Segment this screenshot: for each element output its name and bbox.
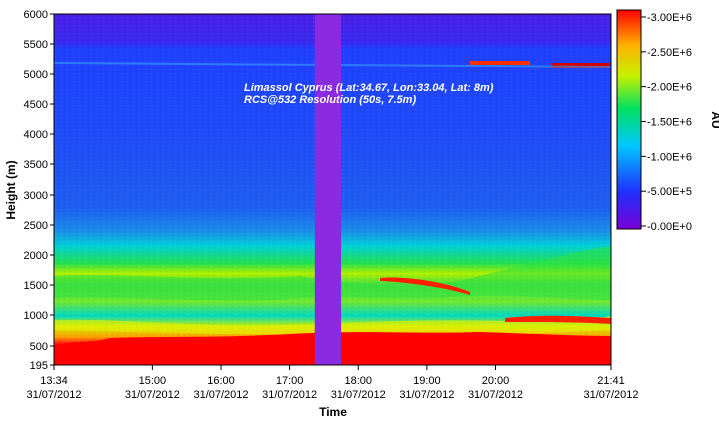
x-tick-time: 17:00 — [276, 375, 304, 387]
annotation-resolution: RCS@532 Resolution (50s, 7.5m) — [244, 94, 416, 106]
x-tick-time: 15:00 — [139, 375, 167, 387]
x-tick-time: 18:00 — [344, 375, 372, 387]
y-tick-label: 500 — [30, 341, 48, 353]
colorbar-tick-label: -0.00E+0 — [647, 221, 692, 233]
cloud-streak-2 — [552, 63, 610, 68]
y-tick-label: 4500 — [24, 99, 48, 111]
y-tick-label: 1000 — [24, 310, 48, 322]
y-tick-label: 5500 — [24, 39, 48, 51]
x-tick-date: 31/07/2012 — [468, 389, 523, 401]
colorbar-tick-label: -5.00E+5 — [647, 186, 692, 198]
x-tick-date: 31/07/2012 — [125, 389, 180, 401]
plot-frame — [53, 13, 612, 366]
x-axis-title: Time — [319, 405, 347, 419]
x-axis: 13:34 31/07/2012 15:00 31/07/2012 16:00 31/07… — [26, 365, 639, 401]
y-tick-label: 2500 — [24, 220, 48, 232]
y-tick-label: 3000 — [24, 190, 48, 202]
x-tick-time: 19:00 — [413, 375, 441, 387]
x-tick-date: 31/07/2012 — [399, 389, 454, 401]
y-tick-label: 2000 — [24, 250, 48, 262]
colorbar-tick-label: -3.00E+6 — [647, 12, 692, 24]
red-streak-2 — [505, 315, 611, 324]
y-axis-title: Height (m) — [4, 160, 18, 219]
colorbar-gradient — [616, 9, 642, 230]
x-tick-time: 16:00 — [207, 375, 235, 387]
colorbar: -3.00E+6 -2.50E+6 -2.00E+6 -1.50E+6 -1.00E+6… — [616, 9, 719, 233]
x-tick-date: 31/07/2012 — [583, 389, 638, 401]
y-tick-label: 6000 — [24, 9, 48, 21]
annotation-location: Limassol Cyprus (Lat:34.67, Lon:33.04, L… — [244, 82, 494, 94]
x-tick-date: 31/07/2012 — [331, 389, 386, 401]
aerosol-band — [54, 246, 611, 301]
colorbar-tick-label: -2.00E+6 — [647, 82, 692, 94]
y-tick-label: 3500 — [24, 159, 48, 171]
x-tick-date: 31/07/2012 — [193, 389, 248, 401]
y-tick-label: 195 — [30, 360, 48, 372]
y-tick-label: 4000 — [24, 129, 48, 141]
x-tick-time: 21:41 — [597, 375, 625, 387]
x-tick-time: 13:34 — [40, 375, 68, 387]
x-tick-time: 20:00 — [482, 375, 510, 387]
plot-area — [53, 13, 612, 366]
colorbar-tick-label: -1.00E+6 — [647, 151, 692, 163]
red-streak-1 — [380, 277, 470, 295]
colorbar-tick-label: -1.50E+6 — [647, 117, 692, 129]
cloud-streak — [470, 61, 530, 65]
x-tick-date: 31/07/2012 — [262, 389, 317, 401]
y-tick-label: 1500 — [24, 280, 48, 292]
colorbar-ticks: -3.00E+6 -2.50E+6 -2.00E+6 -1.50E+6 -1.00E+6… — [641, 12, 692, 233]
data-gap-column — [314, 14, 342, 365]
y-axis: 6000 5500 5000 4500 4000 3500 3000 2500 2000 1500… — [24, 9, 54, 372]
x-tick-date: 31/07/2012 — [26, 389, 81, 401]
colorbar-title: AU — [709, 111, 719, 128]
colorbar-tick-label: -2.50E+6 — [647, 47, 692, 59]
y-tick-label: 5000 — [24, 69, 48, 81]
